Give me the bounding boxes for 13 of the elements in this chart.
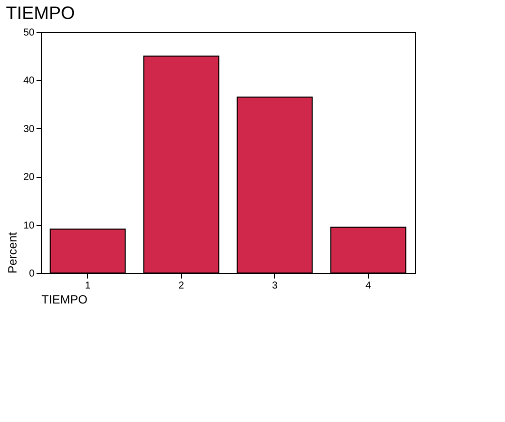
y-tick-label: 0 xyxy=(28,268,35,280)
y-tick-label: 50 xyxy=(23,28,35,38)
chart-title: TIEMPO xyxy=(6,3,75,23)
y-tick-label: 40 xyxy=(23,76,35,87)
x-tick-label: 4 xyxy=(365,280,372,292)
y-tick-label: 10 xyxy=(23,220,35,232)
x-tick-label: 1 xyxy=(84,280,91,292)
y-tick-label: 20 xyxy=(23,172,35,184)
y-axis-title: Percent xyxy=(5,231,20,274)
x-axis-title: TIEMPO xyxy=(42,292,88,306)
x-tick-label: 2 xyxy=(178,280,184,292)
y-tick-label: 30 xyxy=(23,124,35,135)
x-tick-label: 3 xyxy=(272,280,278,292)
